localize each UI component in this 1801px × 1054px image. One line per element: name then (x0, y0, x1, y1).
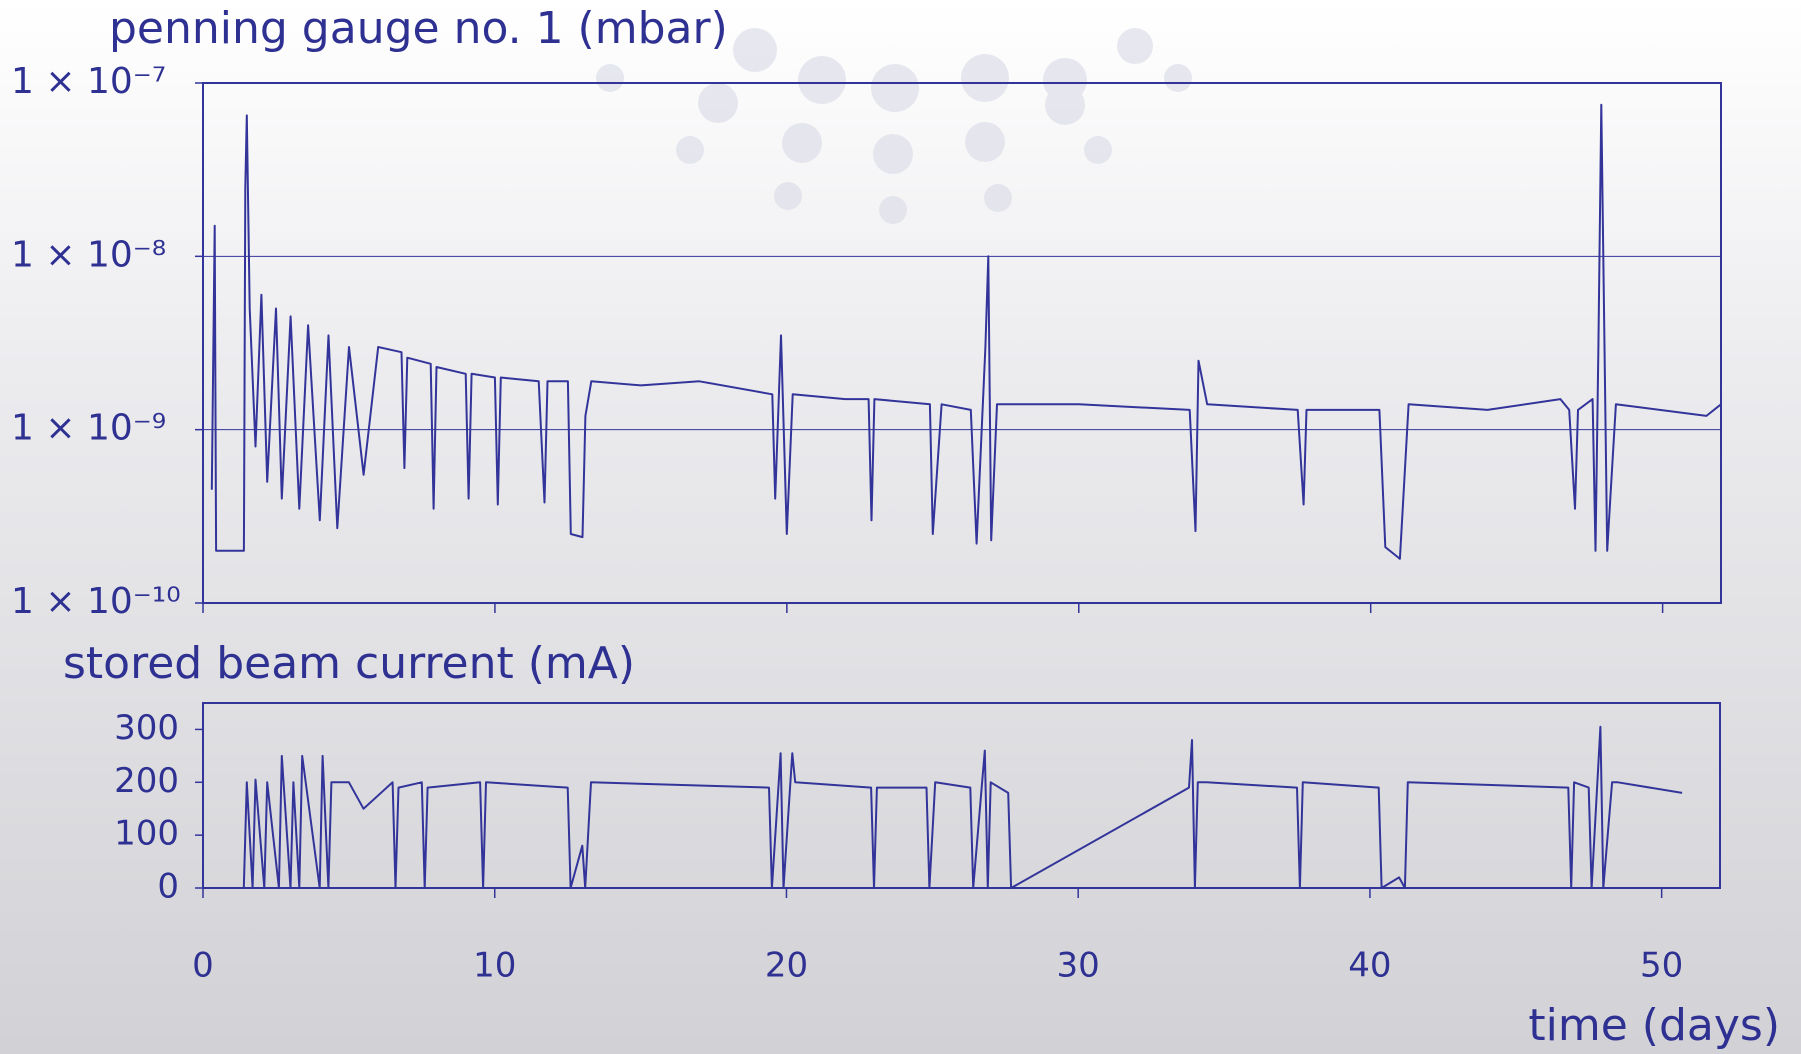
y-tick-label: 100 (114, 814, 179, 854)
plot-frame (202, 702, 1721, 889)
x-tick-label: 0 (192, 946, 214, 986)
x-tick-label: 50 (1640, 946, 1683, 986)
plot-frame (202, 82, 1722, 604)
x-tick-label: 40 (1348, 946, 1391, 986)
data-line (210, 103, 1722, 560)
data-line (217, 725, 1683, 889)
x-tick-label: 10 (473, 946, 516, 986)
x-axis-label: time (days) (1528, 1000, 1780, 1051)
y-tick-label: 300 (114, 708, 179, 748)
x-tick-label: 20 (765, 946, 808, 986)
y-tick-label: 200 (114, 761, 179, 801)
y-tick-label: 0 (157, 867, 179, 907)
background-dots (596, 28, 1192, 224)
y-tick-label: 1 × 10⁻¹⁰ (11, 581, 181, 622)
y-tick-label: 1 × 10⁻⁹ (11, 408, 166, 449)
y-tick-label: 1 × 10⁻⁸ (11, 234, 166, 275)
x-tick-label: 30 (1057, 946, 1100, 986)
chart-title: stored beam current (mA) (63, 638, 635, 689)
y-tick-label: 1 × 10⁻⁷ (11, 61, 166, 102)
chart-title: penning gauge no. 1 (mbar) (109, 3, 728, 54)
